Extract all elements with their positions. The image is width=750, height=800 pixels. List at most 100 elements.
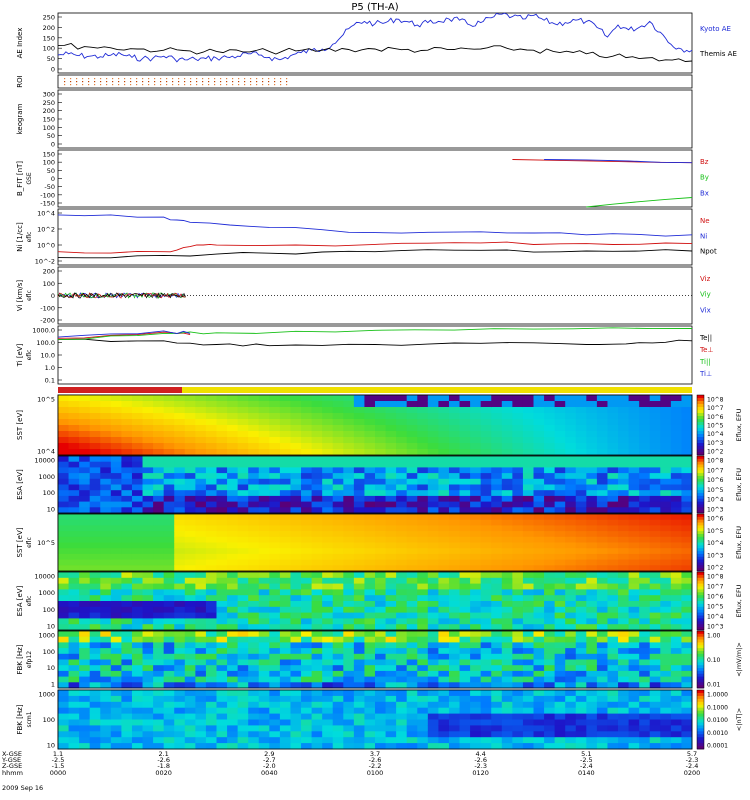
heatmap-cell xyxy=(575,690,587,697)
heatmap-cell xyxy=(258,437,270,444)
heatmap-cell xyxy=(607,612,619,619)
heatmap-cell xyxy=(459,695,471,703)
heatmap-cell xyxy=(258,713,270,720)
heatmap-cell xyxy=(100,461,112,468)
heatmap-cell xyxy=(448,484,460,491)
heatmap-cell xyxy=(142,495,154,502)
heatmap-cell xyxy=(364,542,376,549)
heatmap-cell xyxy=(216,413,228,420)
heatmap-cell xyxy=(163,407,175,414)
heatmap-cell xyxy=(258,682,270,689)
heatmap-cell xyxy=(279,536,291,543)
heatmap-cell xyxy=(184,636,196,643)
heatmap-cell xyxy=(322,431,334,438)
heatmap-cell xyxy=(174,707,186,714)
heatmap-cell xyxy=(301,642,312,649)
heatmap-cell xyxy=(396,525,408,532)
heatmap-cell xyxy=(322,572,334,579)
heatmap-cell xyxy=(79,665,91,672)
heatmap-cell xyxy=(607,713,619,720)
heatmap-cell xyxy=(205,431,217,438)
heatmap-cell xyxy=(480,725,492,732)
heatmap-cell xyxy=(216,501,228,508)
heatmap-cell xyxy=(237,606,249,613)
heatmap-cell xyxy=(375,631,386,638)
heatmap-cell xyxy=(227,589,239,596)
heatmap-cell xyxy=(131,648,143,655)
heatmap-cell xyxy=(554,701,566,709)
heatmap-cell xyxy=(131,519,143,526)
heatmap-cell xyxy=(596,636,608,643)
heatmap-cell xyxy=(279,606,291,613)
heatmap-cell xyxy=(269,413,281,420)
heatmap-cell xyxy=(417,695,429,703)
heatmap-cell xyxy=(258,690,270,697)
heatmap-cell xyxy=(195,490,207,497)
heatmap-cell xyxy=(512,595,524,602)
heatmap-cell xyxy=(438,601,450,608)
heatmap-cell xyxy=(311,413,323,420)
heatmap-cell xyxy=(153,401,165,408)
heatmap-cell xyxy=(628,401,640,408)
heatmap-cell xyxy=(311,484,323,491)
heatmap-cell xyxy=(343,589,355,596)
heatmap-cell xyxy=(110,676,122,683)
heatmap-cell xyxy=(438,548,450,555)
heatmap-cell xyxy=(639,618,651,625)
heatmap-cell xyxy=(153,461,165,468)
colorbar-label: Eflux, EFU xyxy=(735,408,743,441)
heatmap-cell xyxy=(575,531,587,538)
heatmap-cell xyxy=(438,589,450,596)
heatmap-cell xyxy=(142,525,154,532)
heatmap-cell xyxy=(174,695,186,703)
heatmap-cell xyxy=(110,618,122,625)
heatmap-cell xyxy=(89,595,101,602)
heatmap-cell xyxy=(438,595,450,602)
series-line-Kyoto AE xyxy=(57,12,693,63)
heatmap-cell xyxy=(470,624,482,631)
heatmap-cell xyxy=(311,743,323,750)
heatmap-cell xyxy=(618,682,629,689)
heatmap-cell xyxy=(575,490,587,497)
panel-sst_i: SST [eV] eflc 10^510^610^510^410^310^2Eflu… xyxy=(16,513,743,572)
heatmap-cell xyxy=(79,707,91,714)
heatmap-cell xyxy=(554,653,566,660)
heatmap-cell xyxy=(417,725,429,732)
heatmap-cell xyxy=(660,559,672,566)
heatmap-cell xyxy=(131,501,143,508)
heatmap-cell xyxy=(205,536,217,543)
heatmap-cell xyxy=(131,731,143,738)
heatmap-cell xyxy=(163,583,175,590)
heatmap-cell xyxy=(670,437,682,444)
heatmap-cell xyxy=(332,559,344,566)
heatmap-cell xyxy=(438,565,450,572)
heatmap-cell xyxy=(153,631,165,638)
heatmap-cell xyxy=(131,653,143,660)
heatmap-cell xyxy=(311,443,323,450)
heatmap-cell xyxy=(459,507,471,514)
heatmap-cell xyxy=(533,431,545,438)
ytick-label: 10^0 xyxy=(37,242,55,250)
heatmap-cell xyxy=(375,743,386,750)
heatmap-cell xyxy=(618,642,629,649)
colorbar-tick: 0.01 xyxy=(707,682,721,689)
heatmap-cell xyxy=(670,501,682,508)
heatmap-cell xyxy=(491,676,503,683)
heatmap-cell xyxy=(522,565,534,572)
heatmap-cell xyxy=(618,525,629,532)
ytick-label: 150 xyxy=(43,116,55,124)
heatmap-cell xyxy=(100,456,112,463)
heatmap-cell xyxy=(554,648,566,655)
heatmap-cell xyxy=(195,713,207,720)
heatmap-cell xyxy=(681,525,693,532)
heatmap-cell xyxy=(174,413,186,420)
ytick-label: 1000 xyxy=(38,473,55,481)
heatmap-cell xyxy=(68,413,80,420)
heatmap-cell xyxy=(332,659,344,666)
heatmap-cell xyxy=(322,631,334,638)
heatmap-cell xyxy=(544,461,556,468)
heatmap-cell xyxy=(501,431,513,438)
heatmap-cell xyxy=(544,690,556,697)
heatmap-cell xyxy=(512,514,524,521)
heatmap-cell xyxy=(237,653,249,660)
